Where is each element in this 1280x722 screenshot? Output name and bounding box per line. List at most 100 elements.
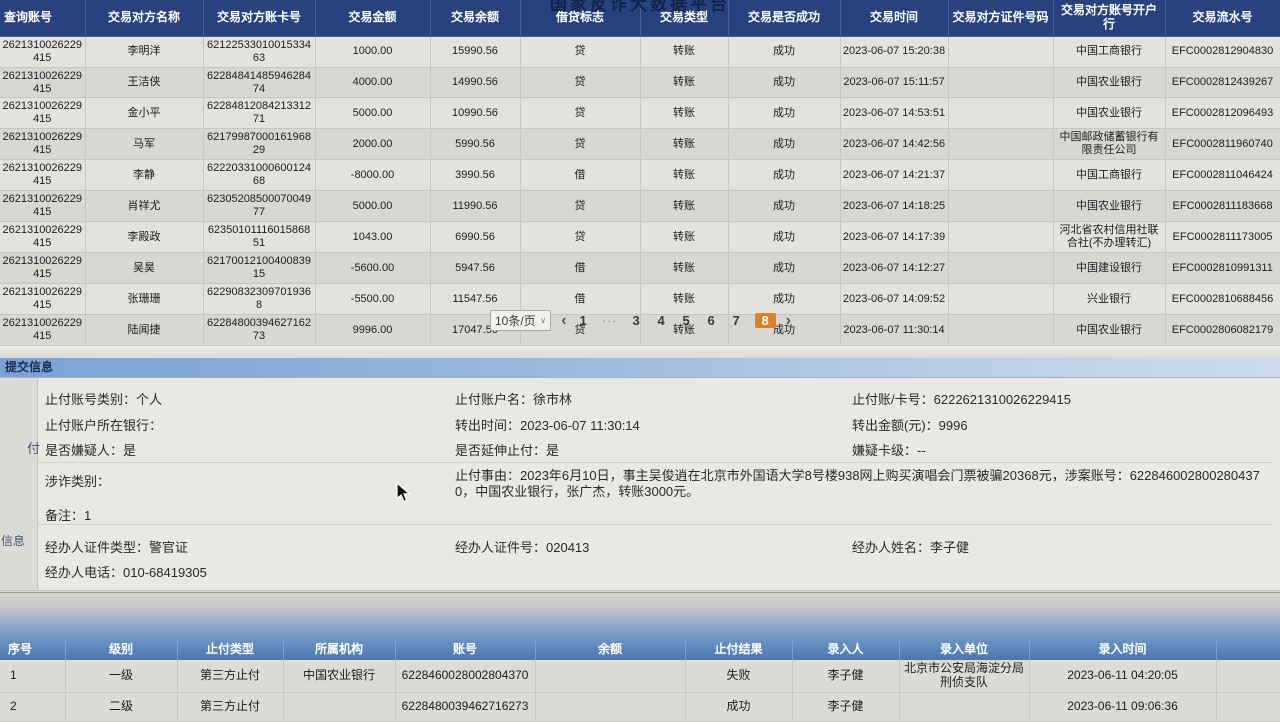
transactions-cell: 成功 <box>728 67 841 99</box>
transactions-cell: 2621310026229415 <box>0 97 86 130</box>
transactions-cell: 转账 <box>640 36 729 68</box>
transactions-cell: EFC0002811046424 <box>1165 159 1280 192</box>
transactions-cell: 6228484148594628474 <box>203 67 316 99</box>
field-label: 涉诈类别： <box>45 474 111 489</box>
field-label: 备注： <box>45 508 85 523</box>
transactions-cell: 6217001210040083915 <box>203 252 316 285</box>
transactions-cell: -8000.00 <box>315 159 431 192</box>
submit-section-header: 提交信息 <box>0 358 1280 378</box>
transactions-cell: 成功 <box>728 221 841 254</box>
transactions-cell: 622908323097019368 <box>203 283 316 316</box>
field-handler-cert-type: 经办人证件类型：警官证 <box>45 537 188 556</box>
transactions-header-cell: 借贷标志 <box>520 0 641 37</box>
transactions-header-cell: 交易时间 <box>840 0 949 37</box>
transactions-cell: EFC0002811960740 <box>1165 128 1280 161</box>
transactions-cell: 借 <box>520 159 641 192</box>
transactions-cell <box>948 252 1054 285</box>
field-account-category: 止付账号类别：个人 <box>45 389 162 408</box>
field-account-name: 止付账户名：徐市林 <box>455 389 572 408</box>
transactions-cell: EFC0002810688456 <box>1165 283 1280 316</box>
page-numbers: 1 ··· 3 4 5 6 7 8 <box>577 313 776 328</box>
transactions-row: 2621310026229415 王洁侠 6228484148594628474 40… <box>0 67 1280 99</box>
page-number-1[interactable]: 1 <box>579 313 587 328</box>
transactions-header-row: 查询账号 交易对方名称 交易对方账卡号 交易金额 交易余额 借贷标志 交易类型 交易是否成功交… <box>0 0 1280 37</box>
field-handler-phone: 经办人电话：010-68419305 <box>45 562 207 581</box>
stop-payment-cell: 中国农业银行 <box>283 660 396 693</box>
next-page-button[interactable]: › <box>785 312 791 329</box>
transactions-header-cell: 交易对方证件号码 <box>948 0 1054 37</box>
field-label: 转出时间： <box>455 418 521 433</box>
transactions-cell: 贷 <box>520 190 641 223</box>
transactions-cell: 3990.56 <box>430 159 521 192</box>
transactions-cell: 中国邮政储蓄银行有限责任公司 <box>1053 128 1166 161</box>
transactions-cell: 1000.00 <box>315 36 431 68</box>
page-ellipsis: ··· <box>601 313 618 328</box>
transactions-cell: 成功 <box>728 128 841 161</box>
transactions-cell: 转账 <box>640 67 729 99</box>
transactions-cell: 5000.00 <box>315 97 431 130</box>
stop-payment-header-cell: 序号 <box>0 639 66 660</box>
page-size-label: 10条/页 <box>495 314 536 328</box>
transactions-cell: 张珊珊 <box>85 283 204 316</box>
stop-payment-row: 1 一级 第三方止付 中国农业银行 6228460028002804370 失败 李子健 北京… <box>0 660 1280 693</box>
field-label: 经办人证件类型： <box>45 540 150 555</box>
transactions-cell: 2621310026229415 <box>0 67 86 99</box>
transactions-row: 2621310026229415 金小平 6228481208421331271 50… <box>0 97 1280 130</box>
transactions-row: 2621310026229415 马军 6217998700016196829 200… <box>0 128 1280 161</box>
page-number-3[interactable]: 3 <box>632 313 640 328</box>
field-label: 止付账号类别： <box>45 392 137 407</box>
stop-payment-cell: 第三方止付 <box>177 692 284 722</box>
transactions-cell: 2621310026229415 <box>0 159 86 192</box>
stop-payment-cell <box>899 692 1030 722</box>
field-label: 止付事由： <box>455 468 521 483</box>
page-number-6[interactable]: 6 <box>707 313 715 328</box>
field-extend-stop: 是否延伸止付：是 <box>455 440 559 459</box>
stop-payment-cell: 1 <box>0 660 66 693</box>
field-label: 止付账户名： <box>455 392 534 407</box>
field-label: 经办人姓名： <box>852 540 931 555</box>
transactions-cell: 2023-06-07 15:11:57 <box>840 67 949 99</box>
chevron-down-icon: ∨ <box>539 315 547 325</box>
transactions-cell: 中国农业银行 <box>1053 97 1166 130</box>
transactions-cell: 肖祥尤 <box>85 190 204 223</box>
field-value: 是 <box>546 443 560 458</box>
field-stop-reason: 止付事由：2023年6月10日，事主吴俊逍在北京市外国语大学8号楼938网上购买… <box>455 468 1270 500</box>
transactions-cell: 2023-06-07 15:20:38 <box>840 36 949 68</box>
prev-page-button[interactable]: ‹ <box>561 312 567 329</box>
page-size-select[interactable]: 10条/页 ∨ <box>490 310 552 331</box>
transactions-cell <box>948 97 1054 130</box>
side-label-info: 信息 <box>1 534 26 548</box>
transactions-cell: 2621310026229415 <box>0 283 86 316</box>
transactions-cell: 2000.00 <box>315 128 431 161</box>
transactions-cell: 中国建设银行 <box>1053 252 1166 285</box>
page-number-4[interactable]: 4 <box>657 313 665 328</box>
transactions-cell: 2621310026229415 <box>0 190 86 223</box>
field-value: -- <box>917 443 926 458</box>
field-value: 2023年6月10日，事主吴俊逍在北京市外国语大学8号楼938网上购买演唱会门票… <box>455 468 1260 499</box>
field-value: 6222621310026229415 <box>933 392 1071 407</box>
field-value: 2023-06-07 11:30:14 <box>520 418 640 433</box>
transactions-cell: 转账 <box>640 97 729 130</box>
pagination: 10条/页 ∨ ‹ 1 ··· 3 4 5 6 7 8 › <box>490 310 791 331</box>
page-number-5[interactable]: 5 <box>682 313 690 328</box>
transactions-cell: 6228481208421331271 <box>203 97 316 130</box>
transactions-cell: 2023-06-07 14:42:56 <box>840 128 949 161</box>
transactions-cell: 王洁侠 <box>85 67 204 99</box>
transactions-cell: 6990.56 <box>430 221 521 254</box>
transactions-cell <box>948 221 1054 254</box>
transactions-cell: 转账 <box>640 159 729 192</box>
page-number-7[interactable]: 7 <box>732 313 740 328</box>
transactions-header-cell: 交易金额 <box>315 0 431 37</box>
transactions-cell: 成功 <box>728 190 841 223</box>
stop-payment-header-cell: 止付类型 <box>177 639 284 660</box>
transactions-body: 2621310026229415 李明洋 6212253301001533463 10… <box>0 36 1280 346</box>
field-label: 是否嫌疑人： <box>45 443 124 458</box>
stop-payment-header-cell: 止付结果 <box>685 639 793 660</box>
field-label: 经办人证件号： <box>455 540 547 555</box>
field-label: 是否延伸止付： <box>455 443 547 458</box>
stop-payment-cell <box>283 692 396 722</box>
transactions-cell: 兴业银行 <box>1053 283 1166 316</box>
transactions-cell: 中国工商银行 <box>1053 159 1166 192</box>
page-number-8[interactable]: 8 <box>754 313 776 328</box>
transactions-table: 查询账号 交易对方名称 交易对方账卡号 交易金额 交易余额 借贷标志 交易类型 交易是否成功交… <box>0 0 1280 346</box>
